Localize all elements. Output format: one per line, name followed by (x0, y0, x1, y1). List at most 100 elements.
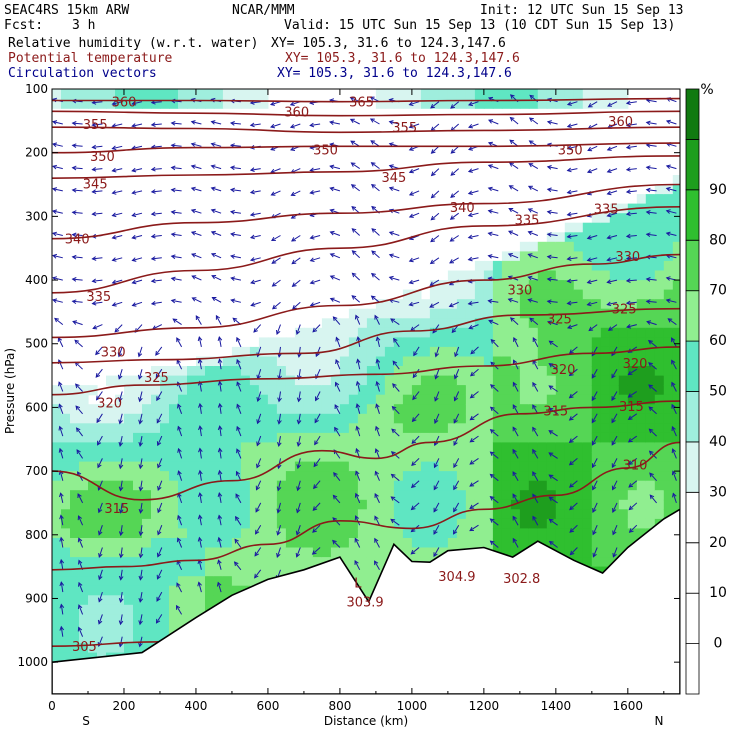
vector-arrowhead (645, 277, 651, 282)
rh-cell (600, 356, 611, 367)
rh-cell (600, 480, 611, 491)
rh-cell (187, 375, 197, 386)
rh-cell (582, 528, 593, 539)
rh-cell (285, 471, 296, 482)
rh-cell (267, 442, 278, 453)
terrain (52, 508, 680, 694)
circulation-vector (92, 145, 103, 148)
rh-cell (537, 375, 548, 386)
rh-cell (654, 366, 665, 377)
circulation-vector (139, 436, 143, 446)
rh-cell (393, 89, 404, 100)
rh-cell (672, 385, 680, 396)
rh-cell (645, 432, 656, 444)
vector-arrowhead (429, 281, 435, 286)
circulation-vector (333, 316, 341, 325)
rh-cell (151, 499, 161, 510)
rh-cell (222, 557, 233, 568)
rh-cell (654, 490, 665, 501)
rh-cell (375, 471, 386, 482)
vector-arrowhead (611, 440, 616, 446)
rh-cell (178, 509, 188, 520)
rh-cell (151, 557, 161, 568)
circulation-vector (646, 99, 657, 103)
circulation-vector (291, 190, 301, 196)
vector-arrowhead (58, 381, 63, 387)
vector-arrowhead (532, 448, 537, 454)
rh-cell (357, 385, 368, 396)
vector-arrowhead (611, 463, 616, 469)
circulation-vector (611, 435, 618, 446)
rh-cell (321, 356, 332, 367)
rh-cell (474, 442, 485, 453)
rh-cell (133, 585, 143, 596)
circulation-vector (250, 212, 261, 216)
vector-arrowhead (210, 208, 216, 214)
rh-cell (79, 89, 89, 100)
rh-cell (115, 404, 125, 415)
rh-cell (187, 404, 197, 415)
circulation-vector (60, 604, 64, 615)
circulation-vector (371, 273, 380, 281)
circulation-vector (335, 337, 341, 348)
vector-arrowhead (271, 259, 277, 264)
vector-arrowhead (52, 231, 58, 237)
vector-arrowhead (111, 234, 117, 240)
rh-cell (474, 538, 485, 549)
circulation-vector (626, 324, 637, 328)
rh-cell (483, 366, 494, 377)
rh-cell (555, 346, 566, 358)
vector-arrowhead (276, 486, 282, 492)
vector-arrowhead (114, 327, 120, 333)
rh-cell (240, 528, 251, 539)
rh-cell (645, 203, 656, 214)
vector-arrowhead (591, 373, 596, 379)
vector-arrowhead (546, 209, 552, 215)
rh-cell (276, 432, 287, 444)
vector-arrowhead (371, 205, 377, 211)
rh-cell (285, 547, 296, 558)
rh-cell (618, 280, 629, 291)
rh-cell (124, 423, 134, 434)
vector-arrowhead (52, 142, 58, 148)
circulation-vector (671, 360, 677, 370)
rh-cell (142, 576, 152, 587)
vector-arrowhead (548, 474, 554, 479)
rh-cell (88, 499, 98, 510)
rh-cell (600, 251, 611, 262)
rh-cell (465, 423, 476, 434)
rh-cell (636, 480, 647, 491)
rh-cell (555, 375, 566, 386)
rh-cell (178, 576, 188, 587)
rh-cell (663, 499, 674, 510)
rh-cell (573, 509, 584, 520)
rh-cell (609, 356, 620, 367)
rh-cell (465, 270, 476, 281)
vector-arrowhead (296, 486, 301, 492)
rh-cell (366, 499, 377, 510)
rh-cell (627, 423, 638, 434)
rh-cell (555, 289, 566, 300)
rh-cell (303, 337, 314, 348)
rh-cell (285, 480, 296, 491)
vector-arrowhead (190, 120, 196, 125)
circulation-vector (176, 359, 183, 370)
rh-cell (573, 327, 584, 338)
rh-cell (411, 518, 422, 530)
circulation-vector (297, 435, 301, 447)
rh-cell (142, 394, 152, 405)
rh-cell (474, 318, 485, 329)
rh-cell (312, 337, 323, 348)
circulation-vector (569, 524, 578, 533)
vector-arrowhead (271, 236, 276, 242)
rh-cell (555, 452, 566, 463)
rh-cell (196, 461, 206, 472)
rh-cell (456, 404, 467, 415)
rh-cell (106, 547, 116, 558)
rh-cell (519, 346, 530, 358)
rh-cell (492, 394, 503, 405)
rh-cell (429, 509, 440, 520)
circulation-vector (612, 502, 618, 513)
rh-cell (591, 89, 602, 100)
vector-arrowhead (388, 253, 394, 258)
